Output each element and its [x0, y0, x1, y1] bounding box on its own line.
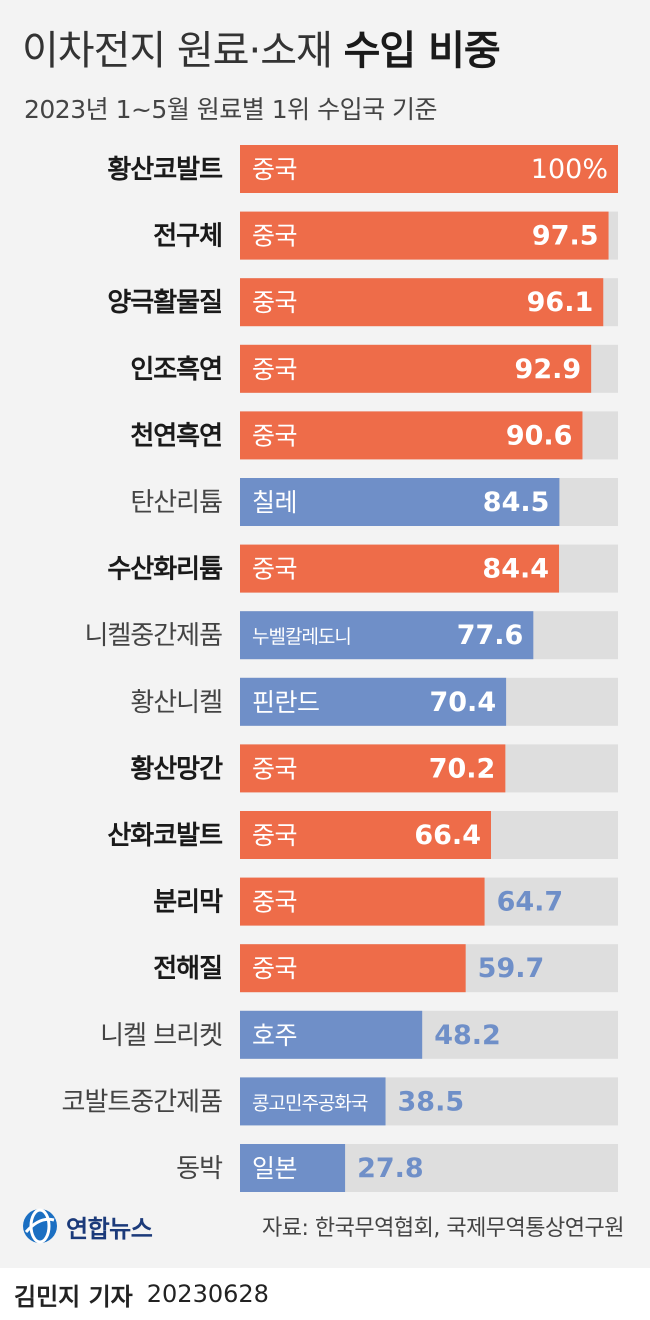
- value-label: 90.6: [506, 420, 573, 451]
- category-label: 분리막: [153, 888, 223, 918]
- bar: [240, 145, 618, 193]
- value-label: 84.4: [482, 554, 549, 585]
- bar: [240, 411, 583, 460]
- publish-date: 20230628: [146, 1280, 269, 1308]
- bar: [240, 344, 592, 393]
- logo-text: 연합뉴스: [66, 1214, 153, 1243]
- category-label: 황산코발트: [107, 155, 223, 185]
- country-label: 중국: [252, 288, 297, 317]
- bar: [240, 677, 507, 726]
- value-label: 70.4: [429, 687, 496, 718]
- country-label: 콩고민주공화국: [252, 1092, 368, 1114]
- category-label: 인조흑연: [130, 355, 222, 385]
- chart-subtitle: 2023년 1~5월 원료별 1위 수입국 기준: [24, 95, 438, 124]
- chart-title: 이차전지 원료·소재 수입 비중: [22, 18, 501, 76]
- value-label: 97.5: [532, 221, 599, 252]
- yonhap-logo: 연합뉴스: [20, 1204, 153, 1248]
- category-label: 동박: [176, 1154, 222, 1184]
- yonhap-globe-icon: [23, 1208, 57, 1244]
- category-label: 탄산리튬: [130, 488, 222, 518]
- category-label: 전해질: [153, 954, 222, 984]
- bar: [240, 811, 491, 859]
- bar: [240, 1077, 386, 1126]
- category-label: 천연흑연: [130, 421, 222, 451]
- value-label: 59.7: [478, 953, 545, 984]
- country-label: 중국: [252, 421, 297, 450]
- country-label: 누벨칼레도니: [252, 626, 351, 648]
- value-label: 48.2: [434, 1020, 501, 1051]
- byline: 김민지 기자 20230628: [0, 1268, 650, 1320]
- category-label: 전구체: [153, 222, 222, 252]
- bar: [240, 944, 466, 993]
- country-label: 중국: [252, 954, 297, 983]
- country-label: 호주: [252, 1021, 297, 1050]
- category-label: 니켈중간제품: [84, 621, 222, 651]
- category-label: 양극활물질: [107, 288, 222, 318]
- value-label: 27.8: [357, 1153, 424, 1184]
- value-label: 66.4: [414, 820, 481, 851]
- country-label: 중국: [252, 821, 297, 850]
- author: 김민지 기자: [14, 1282, 133, 1311]
- bar: [240, 478, 560, 526]
- country-label: 중국: [252, 555, 297, 584]
- value-label: 96.1: [527, 287, 594, 318]
- value-label: 64.7: [497, 887, 564, 918]
- country-label: 핀란드: [252, 688, 320, 717]
- country-label: 중국: [252, 888, 297, 917]
- bar: [240, 744, 506, 793]
- value-label: 84.5: [483, 487, 550, 518]
- category-label: 황산망간: [130, 754, 223, 784]
- bar: [240, 544, 560, 593]
- bar: [240, 611, 534, 660]
- category-label: 산화코발트: [107, 821, 223, 851]
- country-label: 일본: [252, 1154, 297, 1183]
- value-label: 38.5: [398, 1086, 465, 1117]
- bar: [240, 877, 485, 926]
- country-label: 중국: [252, 155, 297, 184]
- category-label: 수산화리튬: [107, 555, 222, 585]
- country-label: 중국: [252, 222, 297, 251]
- country-label: 칠레: [252, 488, 297, 517]
- value-label: 70.2: [429, 753, 496, 784]
- category-label: 니켈 브리켓: [100, 1021, 222, 1051]
- country-label: 중국: [252, 355, 297, 384]
- value-label: 100%: [531, 154, 608, 185]
- source-note: 자료: 한국무역협회, 국제무역통상연구원: [262, 1216, 624, 1241]
- value-label: 77.6: [457, 620, 524, 651]
- category-label: 황산니켈: [130, 688, 222, 718]
- bar: [240, 1144, 346, 1192]
- category-label: 코발트중간제품: [62, 1087, 223, 1117]
- title-light: 이차전지 원료·소재: [22, 28, 333, 74]
- bar: [240, 278, 604, 327]
- bar: [240, 211, 609, 260]
- country-label: 중국: [252, 754, 297, 783]
- bar: [240, 1010, 423, 1059]
- value-label: 92.9: [515, 354, 582, 385]
- title-bold: 수입 비중: [343, 28, 501, 74]
